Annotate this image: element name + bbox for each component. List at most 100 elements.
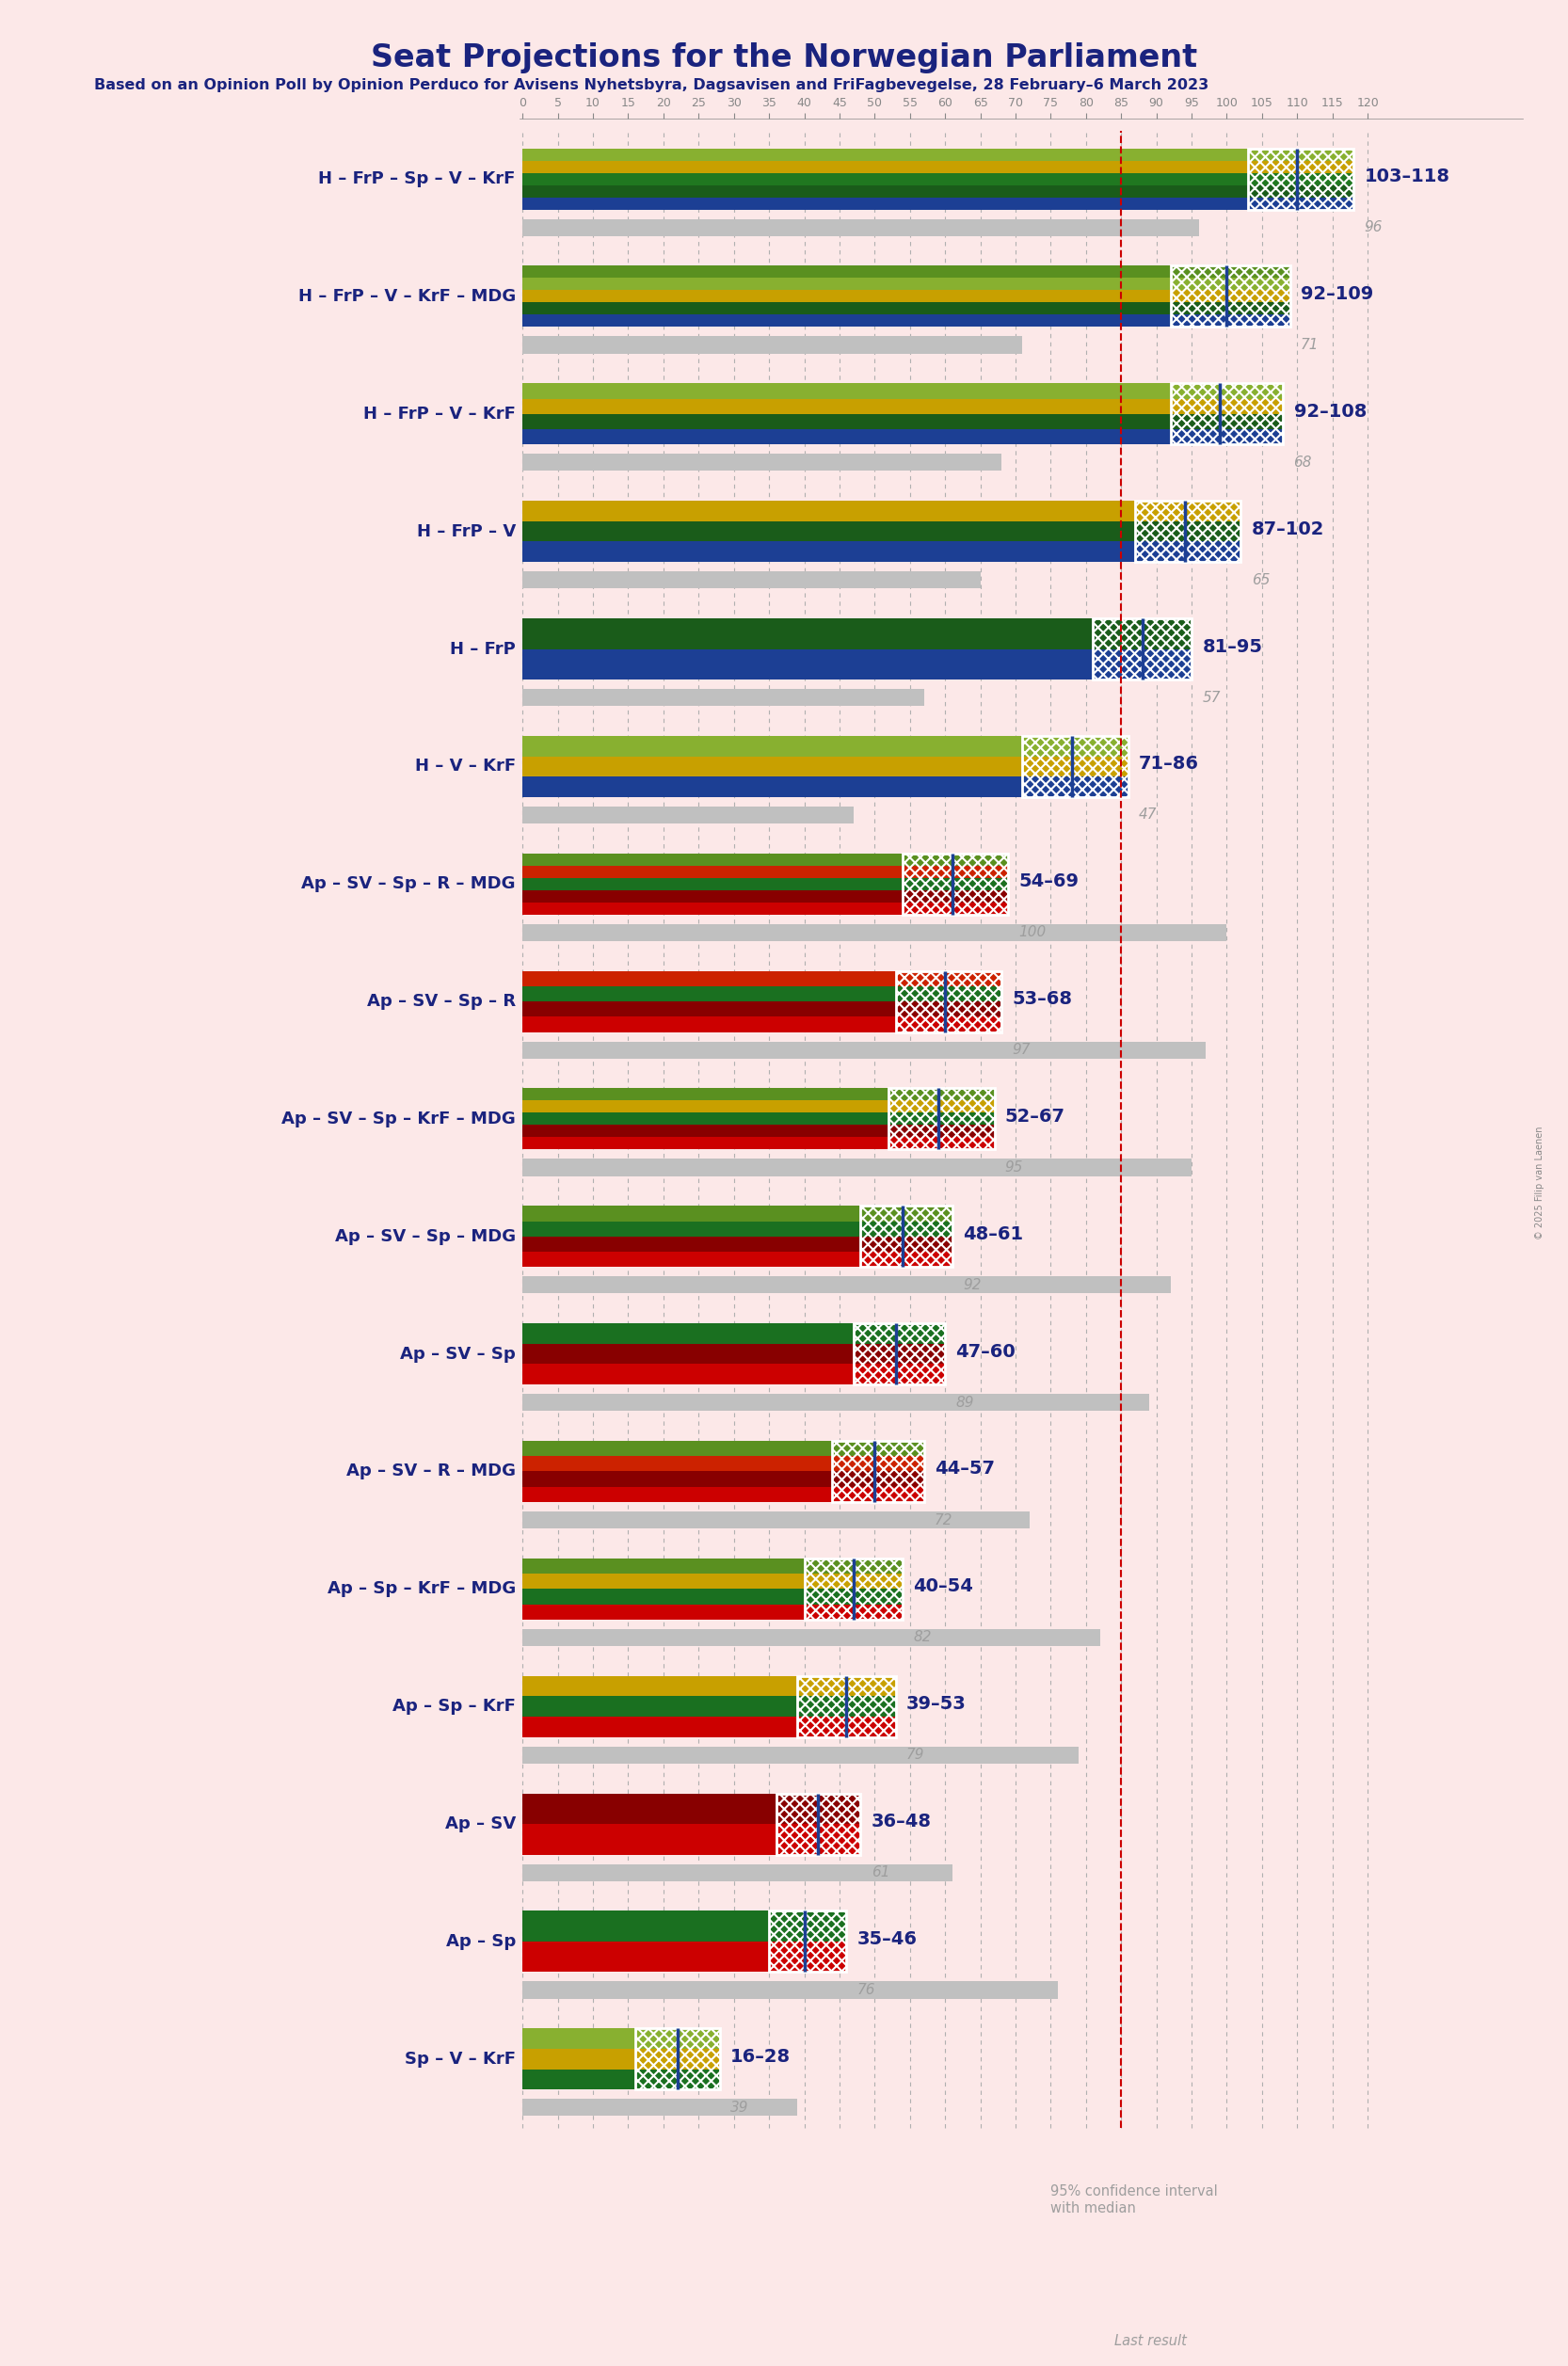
Bar [1170, 272, 1290, 279]
Bar [522, 1964, 768, 1971]
Text: 52–67: 52–67 [1005, 1107, 1065, 1126]
Bar [522, 397, 1170, 407]
Bar [522, 1580, 804, 1590]
Bar [522, 1848, 776, 1855]
Bar [522, 1237, 861, 1245]
Bar [833, 1441, 924, 1448]
Bar [522, 1100, 889, 1107]
Text: Ap – Sp: Ap – Sp [445, 1933, 516, 1950]
Bar [522, 790, 1022, 797]
Bar [804, 1604, 903, 1611]
Bar [903, 854, 1008, 916]
Bar [1248, 161, 1353, 166]
Bar [903, 901, 1008, 909]
Bar [522, 890, 903, 897]
Bar [1093, 634, 1192, 641]
Text: Ap – Sp – KrF: Ap – Sp – KrF [392, 1699, 516, 1715]
Bar [522, 2042, 635, 2049]
Bar [1135, 556, 1240, 563]
Bar [1248, 192, 1353, 196]
Bar [522, 762, 1022, 769]
Bar [522, 291, 1170, 296]
Bar [768, 1933, 847, 1942]
Bar [1170, 303, 1290, 308]
Bar [1170, 284, 1290, 291]
Bar [889, 1143, 994, 1150]
Bar [522, 502, 1135, 509]
Bar [522, 1559, 804, 1566]
Bar [895, 1017, 1002, 1024]
Bar [522, 279, 1170, 284]
Bar [833, 1448, 924, 1455]
Text: 81–95: 81–95 [1203, 636, 1262, 655]
Bar [522, 2049, 635, 2056]
Bar [895, 1001, 1002, 1008]
Bar [522, 166, 1248, 173]
Bar [522, 994, 895, 1001]
Bar [768, 1919, 847, 1926]
Bar [522, 2075, 635, 2082]
Bar [1170, 407, 1283, 414]
Bar [889, 1100, 994, 1107]
Bar [522, 2028, 635, 2035]
Text: 100: 100 [1019, 925, 1046, 939]
Bar [522, 2099, 797, 2115]
Bar [522, 1008, 895, 1017]
Text: 61: 61 [872, 1864, 889, 1879]
Bar [522, 1351, 853, 1358]
Text: 92–108: 92–108 [1294, 402, 1366, 421]
Bar [1248, 185, 1353, 192]
Text: 96: 96 [1364, 220, 1383, 234]
Bar [522, 509, 1135, 513]
Bar [1022, 750, 1129, 757]
Bar [522, 909, 903, 916]
Bar [833, 1486, 924, 1495]
Bar [522, 1001, 895, 1008]
Text: Ap – SV – Sp – MDG: Ap – SV – Sp – MDG [334, 1228, 516, 1245]
Bar [522, 1024, 895, 1032]
Bar [522, 618, 1093, 627]
Bar [522, 1926, 768, 1933]
Bar [522, 390, 1170, 397]
Bar [522, 1573, 804, 1580]
Bar [522, 428, 1170, 438]
Bar [895, 980, 1002, 987]
Bar [522, 1252, 861, 1259]
Bar [522, 1611, 804, 1618]
Bar [522, 1957, 768, 1964]
Bar [522, 1119, 889, 1126]
Text: 47–60: 47–60 [955, 1342, 1016, 1360]
Bar [522, 1495, 833, 1502]
Bar [1170, 383, 1283, 445]
Bar [1093, 618, 1192, 627]
Bar [1170, 383, 1283, 390]
Bar [895, 987, 1002, 994]
Bar [804, 1559, 903, 1566]
Bar [522, 196, 1248, 203]
Bar [768, 1912, 847, 1971]
Bar [1051, 2255, 1087, 2297]
Bar [1248, 166, 1353, 173]
Text: 44–57: 44–57 [935, 1460, 994, 1479]
Bar [522, 542, 1135, 549]
Bar [522, 672, 1093, 679]
Bar [522, 627, 1093, 634]
Bar [903, 909, 1008, 916]
Bar [522, 173, 1248, 180]
Bar [522, 923, 1226, 942]
Bar [804, 1580, 903, 1590]
Bar [522, 1950, 768, 1957]
Bar [1022, 783, 1129, 790]
Bar [1022, 757, 1129, 762]
Bar [861, 1207, 952, 1214]
Bar [522, 549, 1135, 556]
Bar [797, 1722, 895, 1730]
Bar [1135, 542, 1240, 549]
Text: 71–86: 71–86 [1138, 755, 1200, 774]
Text: Ap – SV – Sp – R: Ap – SV – Sp – R [367, 994, 516, 1010]
Bar [522, 1358, 853, 1365]
Bar [1093, 618, 1192, 679]
Bar [1170, 265, 1290, 272]
Bar [522, 1337, 853, 1344]
Bar [768, 1950, 847, 1957]
